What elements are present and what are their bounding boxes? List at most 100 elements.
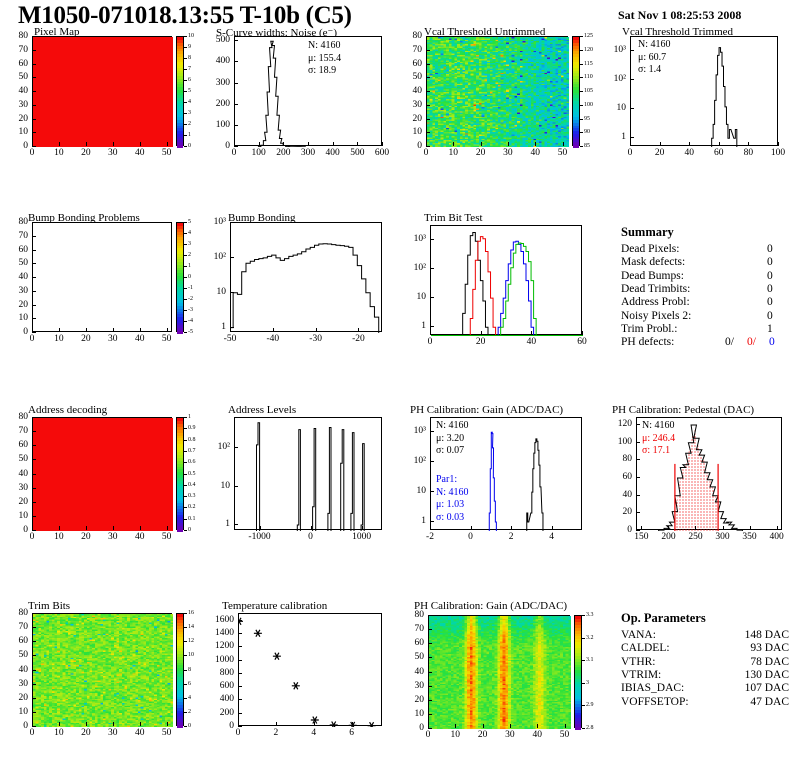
stats-box: N: 4160 μ: 155.4 σ: 18.9 xyxy=(308,40,341,78)
y-tick-label: 30 xyxy=(18,99,29,110)
colorbar-tick xyxy=(184,146,187,147)
op-parameter-row: VTHR: 78 DAC xyxy=(621,656,791,668)
colorbar-band xyxy=(573,138,579,143)
colorbar-tick xyxy=(184,222,187,223)
summary-row: Dead Trimbits: 0 xyxy=(621,283,781,295)
x-tick xyxy=(428,724,429,728)
stats-n: N: 4160 xyxy=(436,420,469,431)
x-tick xyxy=(535,142,537,146)
y-tick xyxy=(32,277,36,278)
y-tick xyxy=(32,655,36,657)
y-tick xyxy=(238,619,242,621)
y-tick-label: 10 xyxy=(220,480,231,491)
colorbar-band xyxy=(575,669,581,674)
y-tick-label: 70 xyxy=(414,624,425,635)
par1-mu: μ: 1.03 xyxy=(436,499,465,510)
colorbar-tick xyxy=(184,102,187,103)
plot-curve xyxy=(431,231,583,336)
colorbar-band xyxy=(575,630,581,634)
colorbar-band xyxy=(177,105,183,110)
panel-ph-calibration-gain: PH Calibration: Gain (ADC/DAC) -2 0 2 4 1 10 10… xyxy=(400,404,595,546)
y-tick-label: 10 xyxy=(416,486,427,497)
colorbar-label: 0.7 xyxy=(188,447,196,454)
colorbar-band xyxy=(177,667,183,672)
x-tick xyxy=(722,526,724,530)
colorbar-band xyxy=(177,267,183,271)
y-tick xyxy=(234,40,238,42)
panel-bump-bonding-problems: Bump Bonding Problems 0 10 20 30 40 50 0 10 20 30 4… xyxy=(4,212,194,347)
colorbar-band xyxy=(575,717,581,722)
x-tick xyxy=(58,142,60,146)
y-tick xyxy=(636,494,640,496)
colorbar-tick xyxy=(184,462,187,464)
colorbar-tick xyxy=(184,124,187,125)
colorbar-band xyxy=(177,695,183,700)
colorbar-band xyxy=(573,48,579,52)
colorbar-band xyxy=(177,78,183,82)
colorbar-band xyxy=(575,658,581,662)
x-tick-label: 400 xyxy=(769,532,784,542)
colorbar-tick xyxy=(184,310,187,311)
colorbar-label: -3 xyxy=(188,307,193,313)
x-tick-label: 20 xyxy=(81,148,91,158)
colorbar-band xyxy=(575,661,581,665)
colorbar-label: 2.8 xyxy=(586,725,594,731)
colorbar-band xyxy=(177,715,183,720)
colorbar-band xyxy=(177,664,183,669)
y-tick xyxy=(430,268,434,269)
colorbar-band xyxy=(177,261,183,265)
y-tick xyxy=(230,291,234,293)
y-tick-label: 600 xyxy=(219,681,234,692)
x-tick xyxy=(482,724,484,728)
summary-value: 0 xyxy=(767,243,773,255)
x-tick-label: 30 xyxy=(108,532,118,542)
colorbar-band xyxy=(177,474,183,478)
colorbar-band xyxy=(177,426,183,430)
colorbar-band xyxy=(177,264,183,268)
y-tick-label: 0 xyxy=(23,525,28,535)
colorbar-label: 6 xyxy=(188,77,191,83)
summary-label: Dead Bumps: xyxy=(621,269,684,282)
colorbar-band xyxy=(177,122,183,126)
colorbar-band xyxy=(177,656,183,660)
colorbar-band xyxy=(573,133,579,137)
colorbar-band xyxy=(573,67,579,71)
colorbar-band xyxy=(177,488,183,493)
y-tick-label: 10² xyxy=(213,251,226,262)
colorbar-band xyxy=(573,81,579,85)
x-tick xyxy=(32,142,33,146)
y-tick-label: 400 xyxy=(219,694,234,705)
y-tick xyxy=(32,104,36,106)
summary-label: Dead Trimbits: xyxy=(621,282,691,295)
colorbar-band xyxy=(575,714,581,719)
colorbar-band xyxy=(177,628,183,632)
x-tick xyxy=(357,142,359,146)
x-tick xyxy=(275,722,277,726)
y-tick xyxy=(234,485,238,487)
y-tick xyxy=(426,118,430,120)
summary-row: Dead Pixels: 0 xyxy=(621,243,781,255)
colorbar-band xyxy=(177,420,183,425)
colorbar-band xyxy=(177,480,183,484)
x-tick xyxy=(272,328,274,332)
y-tick-label: 10³ xyxy=(613,44,626,55)
colorbar-tick xyxy=(184,683,187,685)
colorbar-band xyxy=(177,437,183,442)
colorbar-band xyxy=(177,61,183,66)
y-tick-label: 80 xyxy=(412,31,423,41)
colorbar-tick xyxy=(184,697,187,699)
colorbar-band xyxy=(177,223,183,227)
heatmap-canvas xyxy=(427,37,569,147)
colorbar-band xyxy=(177,701,183,705)
colorbar-band xyxy=(177,454,183,459)
panel-title: Bump Bonding xyxy=(228,212,296,224)
colorbar-band xyxy=(177,446,183,450)
y-tick-label: 60 xyxy=(412,58,423,69)
colorbar-band xyxy=(573,100,579,104)
colorbar-tick xyxy=(582,728,585,729)
y-tick-label: 40 xyxy=(18,468,29,479)
y-tick xyxy=(32,683,36,685)
colorbar-label: 0 xyxy=(188,143,191,149)
colorbar-band xyxy=(573,125,579,129)
y-tick xyxy=(426,146,430,147)
